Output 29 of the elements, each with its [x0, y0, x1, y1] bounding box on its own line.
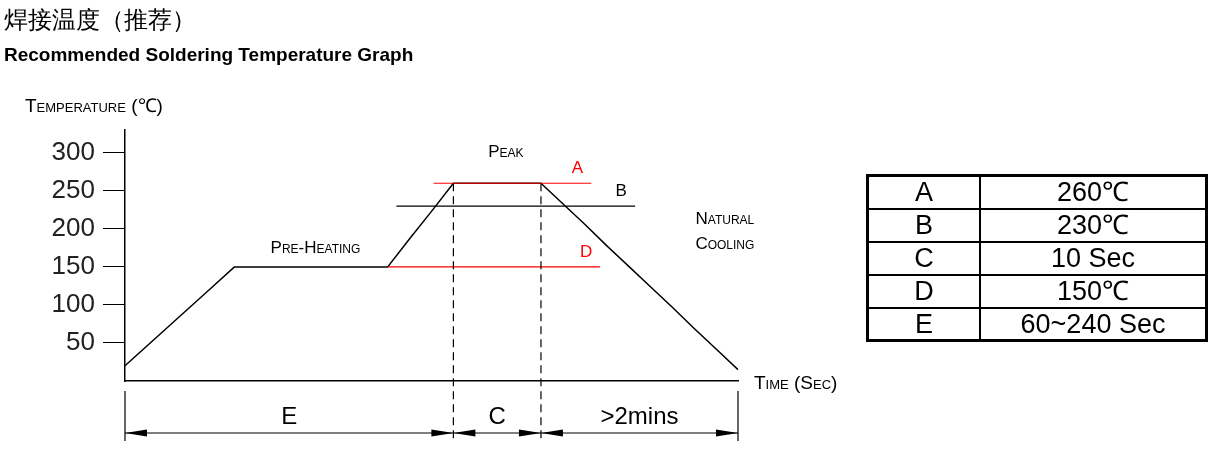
ref-line-label: B: [615, 181, 627, 201]
y-tick-label: 100: [51, 288, 95, 319]
text: 230℃: [980, 208, 1207, 242]
y-tick-label: 250: [51, 174, 95, 205]
annotation: Pre-Heating: [270, 238, 361, 258]
text: C: [488, 401, 506, 429]
y-tick-label: 50: [66, 326, 95, 357]
ref-line-label: D: [579, 242, 593, 262]
annotation: Peak: [488, 142, 524, 162]
text: D: [867, 274, 980, 308]
text: 260℃: [980, 175, 1207, 209]
y-tick-label: 200: [51, 212, 95, 243]
text: B: [867, 208, 980, 242]
y-tick-label: 300: [51, 135, 95, 166]
annotation: Natural Cooling: [695, 208, 755, 253]
chart-subtitle: Recommended Soldering Temperature Graph: [4, 44, 414, 66]
text: 60~240 Sec: [980, 307, 1207, 341]
text: >2mins: [600, 401, 679, 429]
chart-title: 焊接温度（推荐）: [4, 5, 196, 36]
text: E: [281, 401, 298, 429]
y-axis-title: Temperature (℃): [25, 95, 163, 116]
text: E: [867, 307, 980, 341]
text: 10 Sec: [980, 241, 1207, 275]
text: 150℃: [980, 274, 1207, 308]
text: C: [867, 241, 980, 275]
x-axis-title: Time (Sec): [754, 372, 838, 393]
y-tick-label: 150: [51, 250, 95, 281]
text: A: [867, 175, 980, 209]
ref-line-label: A: [571, 158, 584, 178]
